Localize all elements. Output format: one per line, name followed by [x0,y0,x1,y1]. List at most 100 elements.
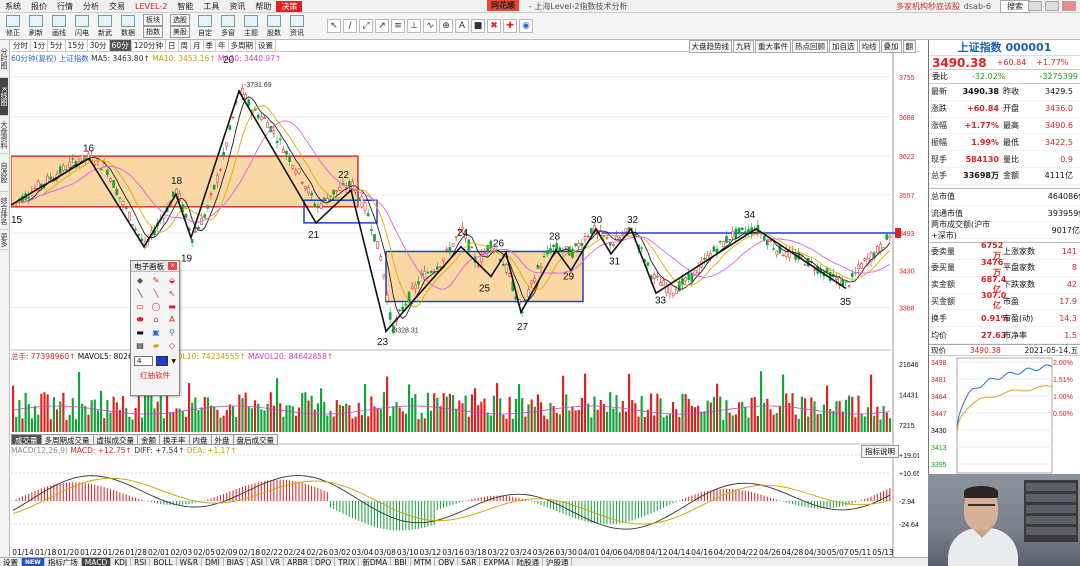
diamond-icon[interactable]: ◇ [168,341,176,350]
period-tab[interactable]: 日 [166,40,179,51]
menu-item-news[interactable]: 资讯 [229,1,246,11]
indicator-tab-hk[interactable]: 陆股通 [513,558,543,566]
toolbar-newwu-button[interactable]: 新武 [94,14,116,38]
indicator-tab[interactable]: 金额 [137,434,160,445]
line-tool-icon[interactable]: ╲ [137,289,143,298]
folder-icon[interactable]: ▰ [152,341,160,350]
rail-tab-minute[interactable]: 分时图 [0,40,8,78]
kline-chart-area[interactable]: 3755 3688 3622 3557 3493 3430 3368 15 16 18 19 20 21… [11,52,919,566]
toolbar-select-button[interactable]: 选股 美股 [167,14,193,38]
toolbar-theme-button[interactable]: 主题 [240,14,262,38]
drawing-panel-title[interactable]: 电子画板 x [131,261,179,272]
filled-rect-icon[interactable]: ▬ [168,302,176,311]
text-tool-icon[interactable]: A [169,315,175,324]
indicator-tab-wr[interactable]: W&R [177,558,203,566]
indicator-tab-expma[interactable]: EXPMA [480,558,514,566]
screen-icon[interactable]: ▣ [152,328,160,337]
indicator-tab[interactable]: 盘后成交量 [232,434,278,445]
indicator-help-button[interactable]: 指标说明 [861,445,899,458]
menu-item-trade[interactable]: 交易 [109,1,125,11]
indicator-tab-boll[interactable]: BOLL [150,558,177,566]
color-icon[interactable]: ■ [471,19,485,33]
indicator-tab-kdj[interactable]: KDJ [111,558,132,566]
nine-turn-button[interactable]: 九转 [733,40,754,53]
close-icon[interactable] [1062,1,1076,11]
filled-ellipse-icon[interactable]: ⬬ [136,315,144,324]
indicator-tab-volume[interactable]: 成交量 [11,434,42,445]
rail-tab-watchlist[interactable]: 自选股 [0,154,8,192]
period-tab[interactable]: 120分钟 [132,40,167,51]
rectangle-icon[interactable]: ▭ [136,302,144,311]
eraser-icon[interactable]: ◆ [136,276,144,285]
trendline-button[interactable]: 大盘趋势线 [688,40,732,53]
stamp-icon[interactable]: ⌂ [153,315,159,324]
maximize-icon[interactable] [1045,1,1059,11]
settings-tab[interactable]: 设置 [0,558,22,566]
indicator-tab-rsi[interactable]: RSI [131,558,151,566]
toolbar-fix-button[interactable]: 修正 [2,14,24,38]
menu-item-smart[interactable]: 智能 [177,1,194,11]
vertical-icon[interactable]: ⊥ [407,19,421,33]
toolbar-flash-button[interactable]: 闪电 [71,14,93,38]
add-watchlist-button[interactable]: 加自选 [829,40,858,53]
indicator-tab-sar[interactable]: SAR [458,558,481,566]
arrow-icon[interactable]: ↗ [375,19,389,33]
save-icon[interactable]: ▤ [136,341,144,350]
indicator-tab-bias[interactable]: BIAS [224,558,248,566]
toolbar-draw-button[interactable]: 画线 [48,14,70,38]
circle-icon[interactable]: ⊕ [439,19,453,33]
period-tab[interactable]: 设置 [256,40,277,51]
menu-item-decision[interactable]: 决策 [276,0,303,12]
toolbar-news-button[interactable]: 资讯 [286,14,308,38]
toolbar-data-button[interactable]: 数据 [117,14,139,38]
zoom-icon[interactable]: ⚲ [169,328,175,337]
indicator-tab-asi[interactable]: ASI [248,558,267,566]
line-width-select[interactable]: 4 [134,356,153,366]
flip-button[interactable]: 翻 [902,40,916,53]
menu-item-level2[interactable]: LEVEL-2 [135,1,168,11]
indicator-tab[interactable]: 虚拟成交量 [92,434,138,445]
indicator-tab-trix[interactable]: TRIX [335,558,360,566]
indicator-tab[interactable]: 换手率 [159,434,190,445]
indicator-tab-mtm[interactable]: MTM [411,558,436,566]
ray-icon[interactable]: ⤢ [359,19,373,33]
period-tab[interactable]: 周 [179,40,192,51]
period-tab-active[interactable]: 60分 [109,40,132,51]
indicator-tab[interactable]: 外盘 [210,434,234,445]
chevron-down-icon[interactable]: ▼ [171,357,176,365]
menu-item-system[interactable]: 系统 [5,1,21,11]
drawing-panel[interactable]: 电子画板 x ◆ ✎ ⬙ ╲ ╲ ↖ ▭ ◯ ▬ ⬬ ⌂ A ▬ ▣ ⚲ ▤ ▰… [130,260,180,396]
toolbar-stocks-button[interactable]: 股数 [263,14,285,38]
menu-item-quote[interactable]: 报价 [31,1,47,11]
indicator-tab-sh[interactable]: 沪股通 [543,558,573,566]
bar-icon[interactable]: ▬ [136,328,144,337]
events-button[interactable]: 重大事件 [755,40,791,53]
thin-line-icon[interactable]: ╲ [153,289,159,298]
indicator-tab-dmi[interactable]: DMI [202,558,224,566]
rail-tab-kline[interactable]: K线图 [0,78,8,116]
user-name[interactable]: dsab-6 [963,1,991,11]
indicator-tab-obv[interactable]: OBV [435,558,459,566]
close-icon[interactable]: x [168,262,177,270]
promo-link[interactable]: 多家机构秒底该股 [896,1,960,11]
ellipse-icon[interactable]: ◯ [151,302,161,311]
indicator-tab[interactable]: 多周期成交量 [40,434,94,445]
rail-tab-more[interactable]: 更多 [0,230,8,250]
menu-item-help[interactable]: 帮助 [255,1,272,11]
menu-item-market[interactable]: 行情 [57,1,73,11]
indicator-tab-arbr[interactable]: ARBR [284,558,312,566]
period-tab[interactable]: 年 [216,40,229,51]
add-icon[interactable]: ✚ [503,19,517,33]
rail-tab-ranking[interactable]: 综合排名 [0,192,8,230]
text-icon[interactable]: A [455,19,469,33]
rail-tab-market[interactable]: 大盘资料 [0,116,8,154]
indicator-market-tab[interactable]: 指标广场 [45,558,82,566]
search-box[interactable]: 搜索 [1000,0,1030,13]
period-tab[interactable]: 5分 [48,40,66,51]
indicator-tab-macd[interactable]: MACD [81,558,112,566]
pencil-icon[interactable]: ✎ [152,276,160,285]
delete-icon[interactable]: ✖ [487,19,501,33]
toolbar-multiwindow-button[interactable]: 多窗 [217,14,239,38]
arrow-tool-icon[interactable]: ↖ [168,289,176,298]
period-tab[interactable]: 多周期 [229,40,257,51]
